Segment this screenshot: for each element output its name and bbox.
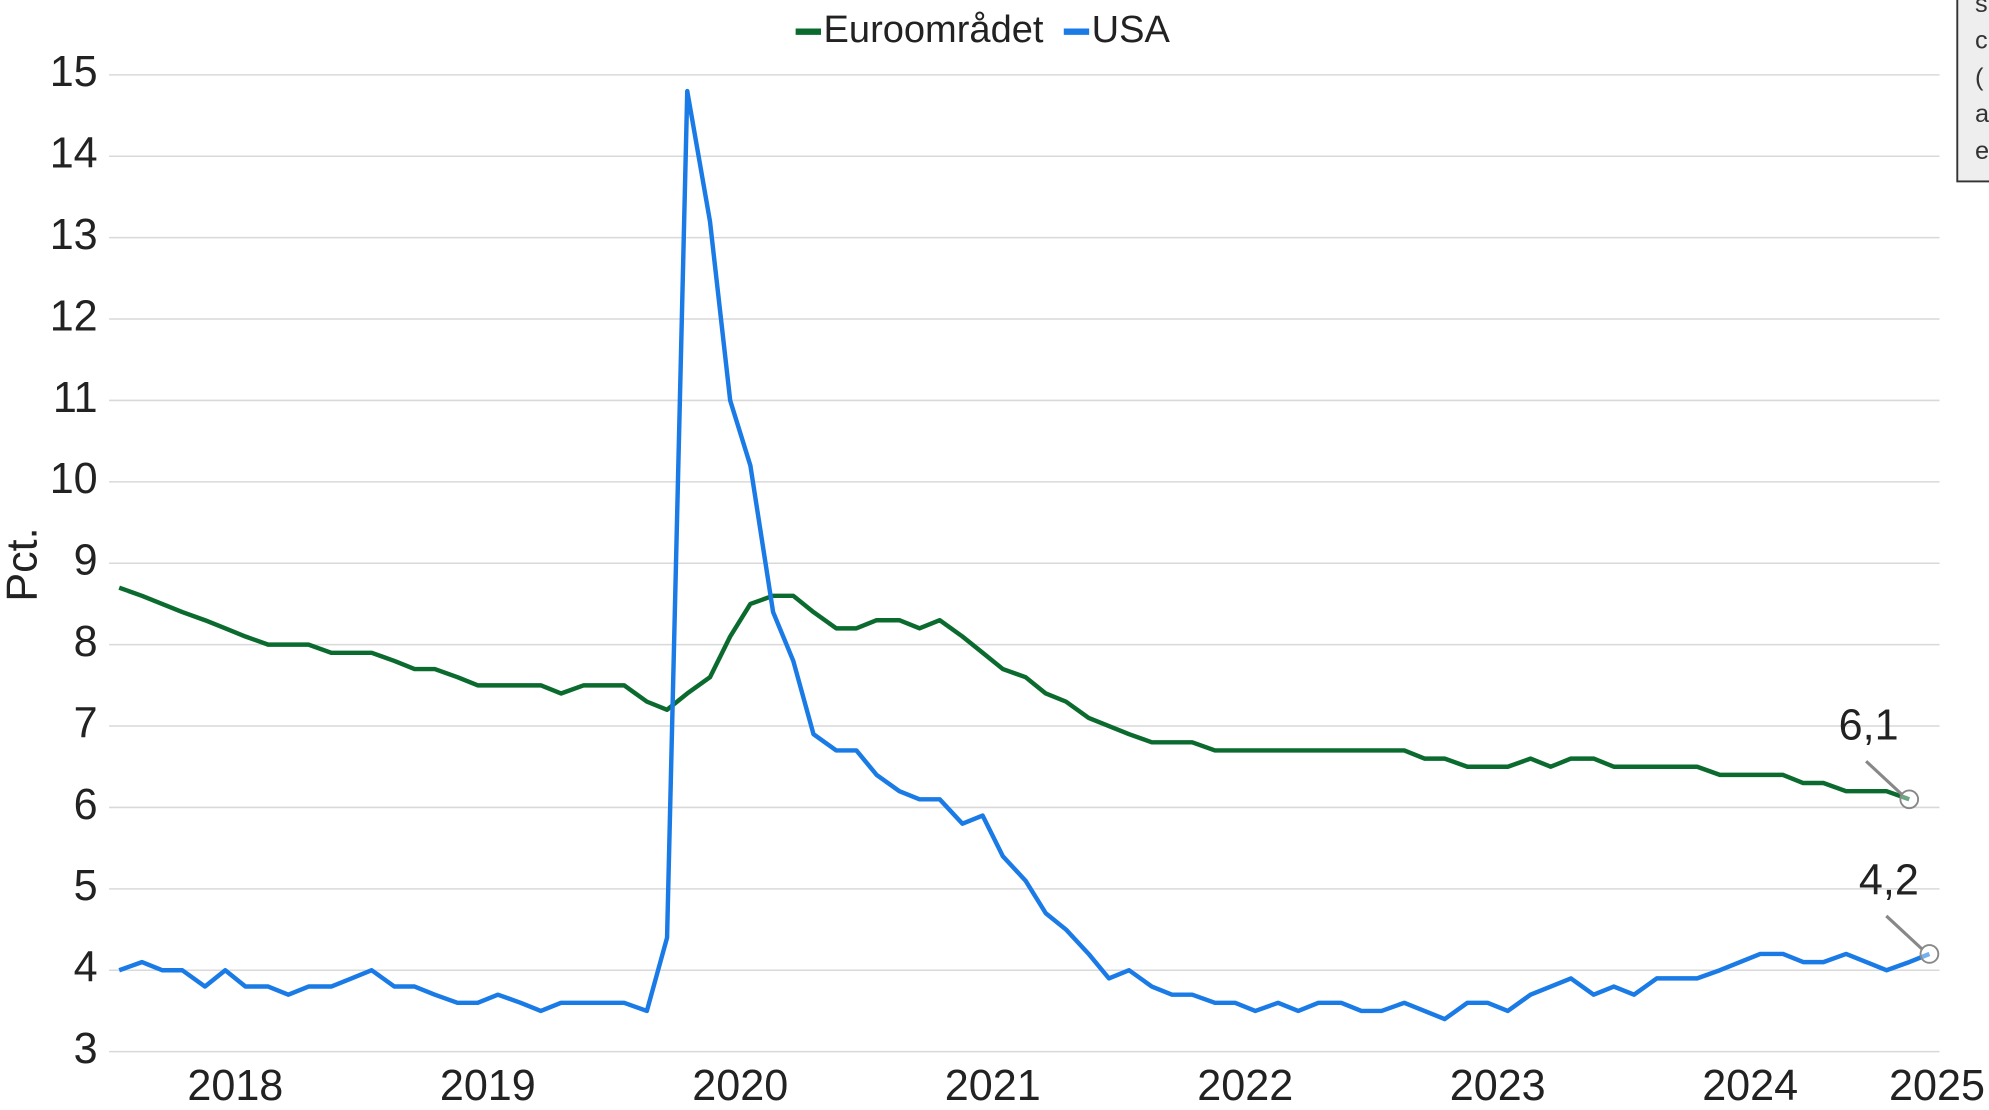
x-tick-label: 2024 xyxy=(1702,1062,1798,1110)
x-tick-label: 2021 xyxy=(945,1062,1041,1110)
end-label: 4,2 xyxy=(1859,856,1919,904)
x-tick-label: 2018 xyxy=(187,1062,283,1110)
end-label: 6,1 xyxy=(1839,702,1899,750)
y-tick-label: 3 xyxy=(74,1025,98,1073)
note-text: e xyxy=(1975,137,1989,165)
annotation-leader xyxy=(1885,914,1923,951)
legend-label: Euroområdet xyxy=(824,9,1044,51)
y-tick-label: 7 xyxy=(74,699,98,747)
note-frame xyxy=(1956,0,1989,183)
y-tick-label: 5 xyxy=(74,862,98,910)
y-tick-label: 12 xyxy=(50,292,98,340)
y-tick-label: 10 xyxy=(50,455,98,503)
legend-label: USA xyxy=(1092,9,1171,51)
y-axis-label: Pct. xyxy=(0,527,47,601)
y-tick-label: 15 xyxy=(50,48,98,96)
end-marker xyxy=(1899,789,1920,810)
y-tick-label: 14 xyxy=(50,130,98,178)
x-tick-label: 2025 xyxy=(1889,1062,1985,1110)
end-marker xyxy=(1919,944,1940,964)
legend: Euroområdet USA xyxy=(795,9,1171,51)
y-tick-label: 4 xyxy=(74,944,98,992)
note-text: ( xyxy=(1975,63,1984,91)
note-text: c xyxy=(1975,27,1988,55)
y-tick-label: 6 xyxy=(74,781,98,829)
y-tick-label: 11 xyxy=(53,374,98,422)
x-tick-label: 2023 xyxy=(1450,1062,1546,1110)
x-tick-label: 2019 xyxy=(440,1062,536,1110)
x-tick-label: 2022 xyxy=(1197,1062,1293,1110)
y-tick-label: 9 xyxy=(74,537,98,585)
y-tick-label: 8 xyxy=(74,618,98,666)
y-tick-label: 13 xyxy=(50,211,98,259)
note-text: a xyxy=(1975,100,1989,128)
series-line xyxy=(118,585,1910,802)
note-box: sc ( ae xyxy=(1956,0,1989,183)
note-text: s xyxy=(1975,0,1988,18)
series-line xyxy=(118,88,1931,1022)
annotation-leader xyxy=(1865,760,1903,796)
x-tick-label: 2020 xyxy=(692,1062,788,1110)
